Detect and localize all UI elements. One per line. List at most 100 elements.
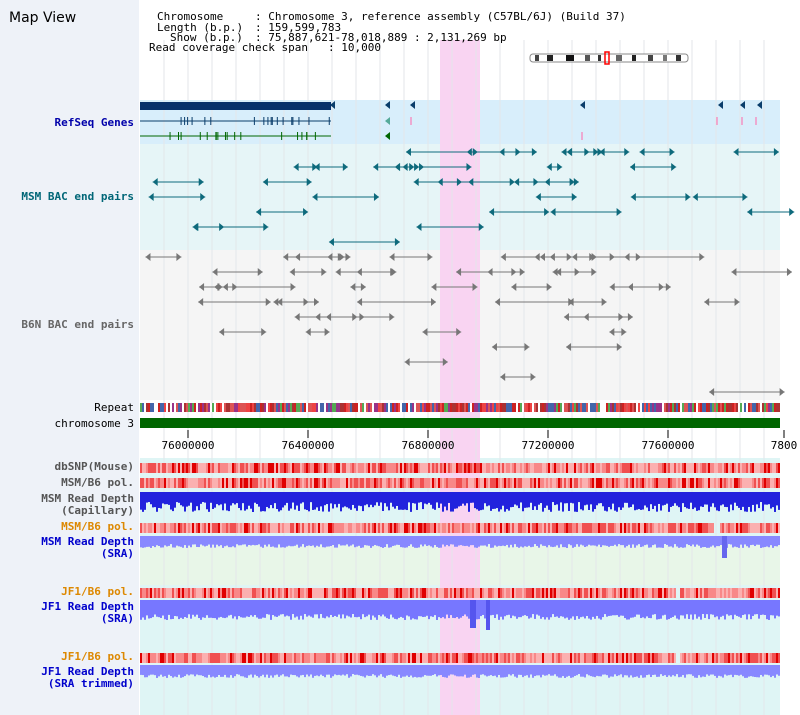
repeat-segment [614,403,616,412]
msm-sra-depth [718,536,720,547]
jf1-b6-pol-heat [778,588,780,598]
msm-sra-depth [740,536,742,545]
track-label-msm-bac-end-pairs[interactable]: MSM BAC end pairs [21,190,134,203]
jf1-trimmed-depth [470,665,472,677]
jf1-b6-pol-heat [602,588,604,598]
jf1-b6-pol-heat [530,588,532,598]
track-label-msm-read-depth-sra-line2[interactable]: (SRA) [100,547,134,560]
jf1-sra-depth [722,600,724,616]
jf1-sra-depth [760,600,762,615]
jf1-b6-pol-heat [762,588,764,598]
dbsnp-heat [368,463,370,473]
jf1-trimmed-depth [154,665,156,676]
track-label-b6n-bac-end-pairs[interactable]: B6N BAC end pairs [21,318,134,331]
repeat-segment [218,403,220,412]
track-label-refseq-genes[interactable]: RefSeq Genes [54,116,134,129]
dbsnp-heat [490,463,492,473]
jf1-b6-pol-heat [410,588,412,598]
track-label-jf1-read-depth-sra-line1[interactable]: JF1 Read Depth [41,600,134,613]
dbsnp-heat [276,463,278,473]
msm-b6-pol-heat-2 [606,523,608,533]
dbsnp-heat [422,463,424,473]
msm-capillary-depth [650,492,652,505]
msm-capillary-depth [484,492,486,504]
msm-b6-pol-heat [318,478,320,488]
b6n-bac-pair-end [305,328,311,336]
jf1-b6-pol-heat [534,588,536,598]
msm-capillary-depth [714,492,716,508]
track-label-jf1-read-depth-trimmed-line1[interactable]: JF1 Read Depth [41,665,134,678]
msm-capillary-depth [644,492,646,506]
jf1-b6-pol-heat-2 [262,653,264,663]
msm-b6-pol-heat-2 [704,523,706,533]
msm-bac-pair-end [593,148,599,156]
jf1-sra-depth [226,600,228,618]
msm-b6-pol-heat-2 [208,523,210,533]
jf1-trimmed-depth [418,665,420,678]
msm-b6-pol-heat [170,478,172,488]
jf1-trimmed-depth [334,665,336,675]
jf1-b6-pol-heat-2 [264,653,266,663]
msm-b6-pol-heat-2 [632,523,634,533]
repeat-segment [572,403,574,412]
msm-b6-pol-heat-2 [694,523,696,533]
msm-b6-pol-heat-2 [756,523,758,533]
jf1-trimmed-depth [332,665,334,677]
jf1-b6-pol-heat-2 [272,653,274,663]
msm-b6-pol-heat-2 [222,523,224,533]
track-label-chromosome: chromosome 3 [54,417,134,430]
jf1-b6-pol-heat-2 [372,653,374,663]
msm-capillary-depth [458,492,460,507]
track-label-dbsnp[interactable]: dbSNP(Mouse) [54,460,134,473]
msm-b6-pol-heat [176,478,178,488]
repeat-segment [714,403,716,412]
jf1-b6-pol-heat [204,588,206,598]
jf1-sra-depth [546,600,548,618]
track-label-msm-b6-pol-1[interactable]: MSM/B6 pol. [61,476,134,489]
msm-b6-pol-heat-2 [610,523,612,533]
jf1-sra-depth [744,600,746,615]
jf1-sra-depth [580,600,582,618]
jf1-trimmed-depth [360,665,362,676]
msm-b6-pol-heat-2 [356,523,358,533]
dbsnp-heat [310,463,312,473]
dbsnp-heat [768,463,770,473]
msm-b6-pol-heat [408,478,410,488]
msm-b6-pol-heat-2 [366,523,368,533]
jf1-b6-pol-heat-2 [196,653,198,663]
dbsnp-heat [748,463,750,473]
msm-b6-pol-heat-2 [210,523,212,533]
msm-b6-pol-heat [564,478,566,488]
jf1-b6-pol-heat-2 [288,653,290,663]
jf1-b6-pol-heat-2 [492,653,494,663]
b6n-bac-pair-end [442,358,448,366]
msm-b6-pol-heat [664,478,666,488]
jf1-b6-pol-heat [540,588,542,598]
msm-b6-pol-heat-2 [398,523,400,533]
b6n-bac-pair-end [324,328,330,336]
msm-b6-pol-heat [306,478,308,488]
track-label-msm-read-depth-sra-line1[interactable]: MSM Read Depth [41,535,134,548]
msm-capillary-depth [374,492,376,506]
repeat-segment [758,403,760,412]
jf1-sra-depth [142,600,144,618]
track-label-msm-b6-pol-2[interactable]: MSM/B6 pol. [61,520,134,533]
msm-capillary-depth [144,492,146,510]
dbsnp-heat [224,463,226,473]
jf1-trimmed-depth [412,665,414,678]
jf1-b6-pol-heat-2 [220,653,222,663]
track-label-msm-read-depth-capillary-line1[interactable]: MSM Read Depth [41,492,134,505]
track-label-jf1-b6-pol-2[interactable]: JF1/B6 pol. [61,650,134,663]
track-label-jf1-read-depth-trimmed-line2[interactable]: (SRA trimmed) [47,677,134,690]
jf1-sra-depth [262,600,264,618]
dbsnp-heat [270,463,272,473]
length-label: Length (b.p.) [157,21,244,34]
msm-b6-pol-heat [760,478,762,488]
track-label-msm-read-depth-capillary-line2[interactable]: (Capillary) [61,504,134,517]
track-label-jf1-b6-pol-1[interactable]: JF1/B6 pol. [61,585,134,598]
jf1-trimmed-depth [640,665,642,676]
jf1-b6-pol-heat-2 [398,653,400,663]
msm-b6-pol-heat [268,478,270,488]
track-label-jf1-read-depth-sra-line2[interactable]: (SRA) [100,612,134,625]
